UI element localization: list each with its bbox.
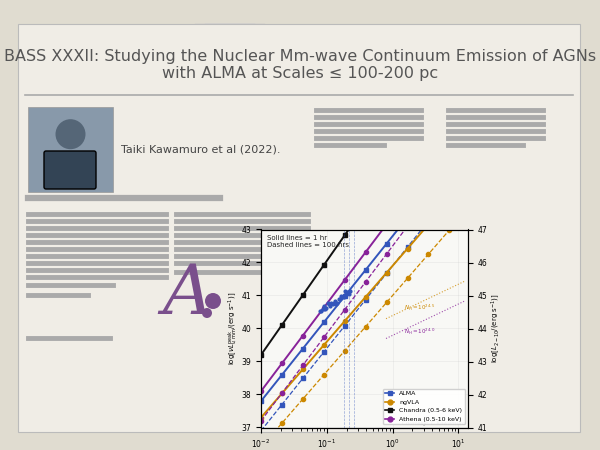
Point — [334, 296, 344, 303]
Text: Taiki Kawamuro et al (2022).: Taiki Kawamuro et al (2022). — [121, 144, 281, 154]
Point — [329, 299, 338, 306]
Circle shape — [202, 308, 212, 318]
Y-axis label: log[$\nu L_{\nu,\rm mm}^{\rm peak}$/(erg s$^{-1}$)]: log[$\nu L_{\nu,\rm mm}^{\rm peak}$/(erg… — [227, 292, 240, 365]
Text: $N_{\rm H}=10^{24.5}$: $N_{\rm H}=10^{24.5}$ — [404, 303, 436, 314]
Text: Solid lines = 1 hr
Dashed lines = 100 hrs: Solid lines = 1 hr Dashed lines = 100 hr… — [267, 235, 349, 248]
Point — [323, 300, 332, 307]
Point — [324, 301, 334, 308]
Polygon shape — [195, 24, 255, 35]
Point — [343, 288, 352, 295]
Point — [340, 287, 350, 294]
Point — [332, 299, 342, 306]
Point — [322, 304, 331, 311]
Y-axis label: log[$L_{2-10}$/(erg s$^{-1}$)]: log[$L_{2-10}$/(erg s$^{-1}$)] — [489, 293, 502, 364]
Point — [319, 303, 329, 310]
Point — [331, 300, 341, 307]
Point — [345, 288, 355, 295]
Point — [330, 297, 340, 304]
Text: $N_{\rm H}=10^{24.0}$: $N_{\rm H}=10^{24.0}$ — [404, 326, 436, 337]
Point — [326, 299, 336, 306]
Point — [344, 290, 353, 297]
Point — [341, 289, 351, 297]
Point — [339, 294, 349, 301]
Point — [316, 307, 325, 315]
Point — [335, 296, 345, 303]
Circle shape — [56, 119, 86, 149]
Point — [328, 300, 337, 307]
Point — [338, 294, 347, 301]
Point — [320, 305, 330, 312]
FancyBboxPatch shape — [18, 24, 580, 432]
Polygon shape — [205, 24, 265, 35]
FancyBboxPatch shape — [28, 107, 113, 192]
Point — [337, 292, 346, 299]
Circle shape — [205, 293, 221, 309]
Point — [318, 306, 328, 313]
Legend: ALMA, ngVLA, Chandra (0.5-6 keV), Athena (0.5-10 keV): ALMA, ngVLA, Chandra (0.5-6 keV), Athena… — [383, 388, 465, 424]
Point — [325, 302, 335, 309]
Text: Courtesy: T. Kawamuro: Courtesy: T. Kawamuro — [403, 420, 466, 426]
Text: A: A — [162, 261, 212, 328]
Text: BASS XXXII: Studying the Nuclear Mm-wave Continuum Emission of AGNs
with ALMA at: BASS XXXII: Studying the Nuclear Mm-wave… — [4, 49, 596, 81]
Point — [317, 308, 326, 315]
FancyBboxPatch shape — [44, 151, 96, 189]
